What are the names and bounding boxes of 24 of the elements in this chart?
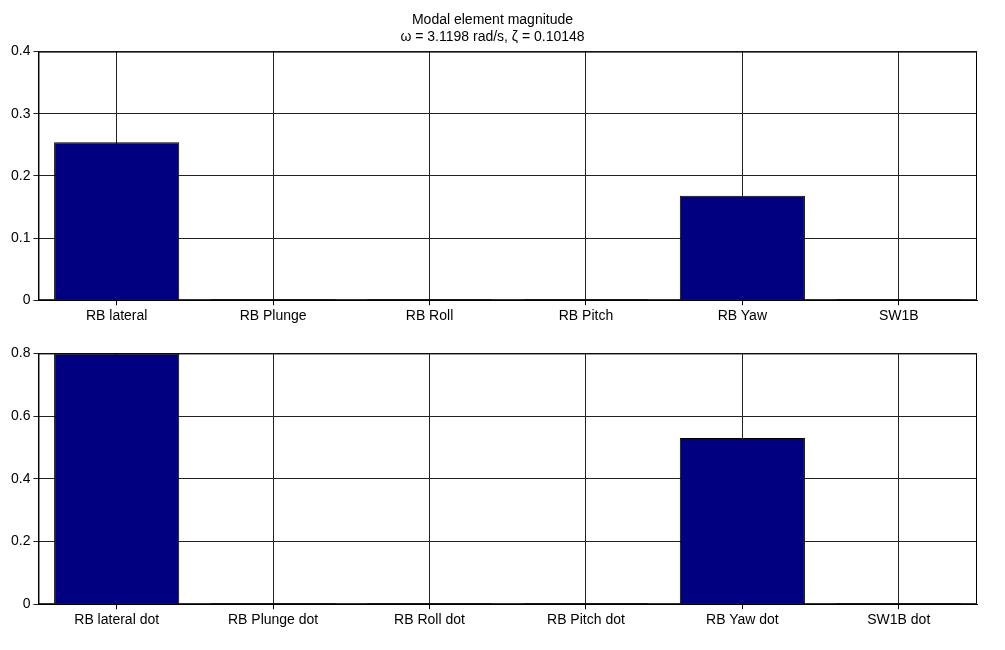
x-tick-label: RB Roll: [405, 307, 454, 324]
x-tick-label: SW1B: [878, 307, 919, 324]
y-tick-label: 0.4: [10, 469, 31, 486]
x-tick-label: RB Pitch: [558, 307, 614, 324]
x-tick-label: RB Yaw: [717, 307, 768, 324]
y-tick-label: 0.2: [10, 532, 31, 549]
x-tick-label: RB lateral dot: [74, 611, 160, 628]
y-tick-label: 0.6: [10, 406, 31, 423]
x-tick-label: RB Pitch dot: [547, 611, 625, 628]
y-tick-label: 0: [22, 595, 31, 612]
x-tick-label: SW1B dot: [867, 611, 931, 628]
x-tick-label: RB Plunge: [239, 307, 307, 324]
x-tick-label: RB Yaw dot: [706, 611, 779, 628]
y-tick-label: 0.2: [10, 166, 31, 183]
y-tick-label: 0.3: [10, 104, 31, 121]
x-tick-label: RB Plunge dot: [227, 611, 319, 628]
y-tick-label: 0.1: [10, 228, 31, 245]
chart-subtitle: ω = 3.1198 rad/s, ζ = 0.10148: [400, 28, 585, 45]
x-tick-label: RB Roll dot: [394, 611, 466, 628]
chart-title: Modal element magnitude: [411, 11, 574, 28]
y-tick-label: 0.8: [10, 344, 31, 361]
x-tick-label: RB lateral: [85, 307, 148, 324]
y-tick-label: 0: [22, 291, 31, 308]
y-tick-label: 0.4: [10, 42, 31, 59]
